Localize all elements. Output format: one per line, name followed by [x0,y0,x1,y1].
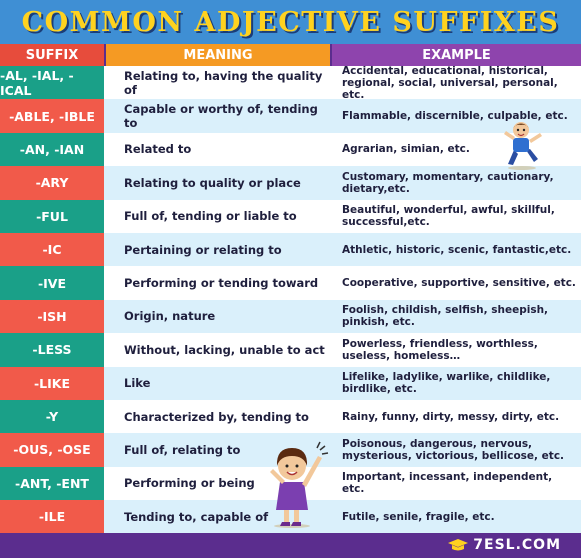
meaning-cell: Capable or worthy of, tending to [124,102,318,131]
table-row: -IC Pertaining or relating to Athletic, hi… [0,232,581,267]
suffix-cell: -ABLE, -IBLE [0,99,104,133]
table-row: -LIKE Like Lifelike, ladylike, warlike, ch… [0,366,581,400]
suffix-cell: -ILE [0,500,104,534]
suffix-table: -AL, -IAL, -ICAL Relating to, having the … [0,64,581,534]
graduation-cap-icon [448,539,469,551]
suffix-cell: -Y [0,399,104,434]
table-row: -ARY Relating to quality or place Customar… [0,166,581,200]
table-row: -ISH Origin, nature Foolish, childish, sel… [0,299,581,334]
meaning-cell: Related to [124,142,192,157]
meaning-cell: Full of, tending or liable to [124,209,297,224]
table-row: -OUS, -OSE Full of, relating to Poisonous,… [0,433,581,467]
logo-text: 7ESL.COM [473,537,561,553]
example-cell: Cooperative, supportive, sensitive, etc. [342,277,576,290]
header-suffix: SUFFIX [0,44,104,66]
suffix-cell: -LESS [0,333,104,367]
meaning-cell: Full of, relating to [124,442,241,457]
suffix-cell: -OUS, -OSE [0,433,104,467]
suffix-cell: -IC [0,232,104,267]
example-cell: Important, incessant, independent, etc. [342,471,553,496]
table-row: -Y Characterized by, tending to Rainy, fun… [0,399,581,434]
meaning-cell: Without, lacking, unable to act [124,342,325,357]
example-cell: Agrarian, simian, etc. [342,143,470,156]
table-row: -ABLE, -IBLE Capable or worthy of, tendin… [0,99,581,133]
example-cell: Poisonous, dangerous, nervous, mysteriou… [342,437,565,462]
table-row: -LESS Without, lacking, unable to act Powe… [0,333,581,367]
suffix-cell: -IVE [0,266,104,300]
header-meaning: MEANING [106,44,330,66]
running-boy-icon [504,122,542,170]
example-cell: Flammable, discernible, culpable, etc. [342,110,568,123]
header-example: EXAMPLE [332,44,581,66]
example-cell: Athletic, historic, scenic, fantastic,et… [342,243,572,256]
meaning-cell: Performing or tending toward [124,276,319,291]
suffix-cell: -FUL [0,199,104,233]
example-cell: Lifelike, ladylike, warlike, childlike, … [342,371,551,396]
example-cell: Powerless, friendless, worthless, useles… [342,337,538,362]
meaning-cell: Pertaining or relating to [124,242,282,257]
suffix-cell: -AL, -IAL, -ICAL [0,66,104,100]
suffix-cell: -ARY [0,166,104,200]
example-cell: Accidental, educational, historical, reg… [342,64,558,101]
table-row: -AL, -IAL, -ICAL Relating to, having the … [0,64,581,101]
example-cell: Rainy, funny, dirty, messy, dirty, etc. [342,410,560,423]
table-row: -FUL Full of, tending or liable to Beautif… [0,199,581,233]
meaning-cell: Relating to quality or place [124,175,301,190]
meaning-cell: Characterized by, tending to [124,409,309,424]
suffix-cell: -LIKE [0,366,104,400]
site-logo[interactable]: 7ESL.COM [447,537,561,553]
suffix-cell: -AN, -IAN [0,132,104,167]
meaning-cell: Like [124,376,151,391]
meaning-cell: Performing or being [124,476,255,491]
footer: 7ESL.COM [0,534,581,558]
example-cell: Beautiful, wonderful, awful, skillful, s… [342,204,555,229]
page-title: COMMON ADJECTIVE SUFFIXES [0,0,581,44]
meaning-cell: Relating to, having the quality of [124,68,323,97]
table-row: -ILE Tending to, capable of Futile, senile… [0,500,581,534]
table-row: -IVE Performing or tending toward Cooperat… [0,266,581,300]
example-cell: Futile, senile, fragile, etc. [342,510,495,523]
suffix-cell: -ANT, -ENT [0,466,104,501]
suffix-cell: -ISH [0,299,104,334]
meaning-cell: Origin, nature [124,309,216,324]
waving-girl-icon [270,441,329,528]
meaning-cell: Tending to, capable of [124,509,269,524]
example-cell: Customary, momentary, cautionary, dietar… [342,170,554,195]
table-header: SUFFIX MEANING EXAMPLE [0,44,581,66]
table-row: -AN, -IAN Related to Agrarian, simian, etc… [0,132,581,167]
example-cell: Foolish, childish, selfish, sheepish, pi… [342,304,549,329]
